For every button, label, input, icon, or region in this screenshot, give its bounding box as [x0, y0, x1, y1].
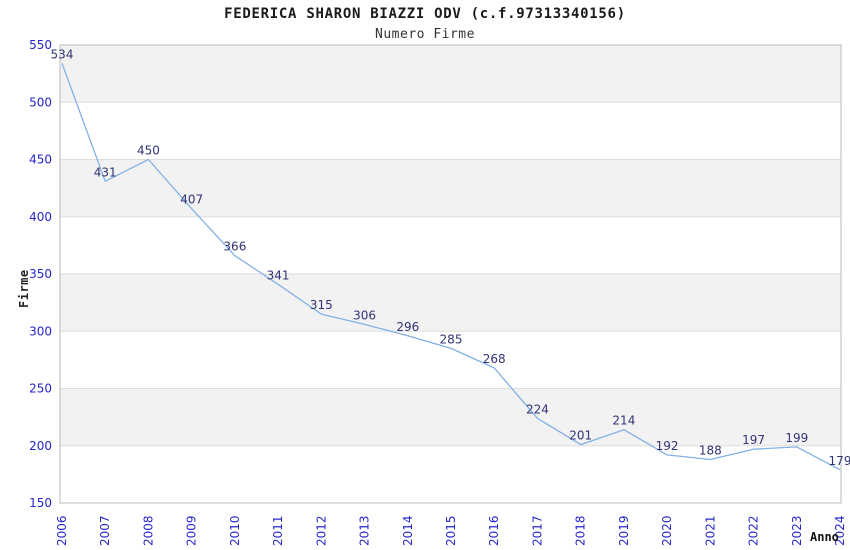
chart-title: FEDERICA SHARON BIAZZI ODV (c.f.97313340… — [224, 6, 626, 22]
x-tick-label: 2006 — [55, 515, 69, 546]
data-label: 224 — [526, 402, 549, 416]
data-label: 199 — [785, 431, 808, 445]
x-tick-label: 2012 — [314, 515, 328, 546]
data-label: 201 — [569, 429, 592, 443]
x-tick-label: 2018 — [574, 515, 588, 546]
data-label: 192 — [656, 439, 679, 453]
data-label: 179 — [829, 454, 850, 468]
chart-subtitle: Numero Firme — [375, 27, 475, 42]
y-tick-label: 250 — [29, 382, 52, 396]
data-label: 450 — [137, 144, 160, 158]
x-tick-label: 2010 — [228, 515, 242, 546]
x-tick-label: 2014 — [401, 515, 415, 546]
plot-band — [60, 159, 841, 217]
y-tick-label: 400 — [29, 210, 52, 224]
data-label: 431 — [94, 165, 117, 179]
data-label: 188 — [699, 443, 722, 457]
data-label: 296 — [396, 320, 419, 334]
series-line — [61, 63, 841, 471]
x-tick-label: 2015 — [444, 515, 458, 546]
data-label: 366 — [223, 240, 246, 254]
data-label: 534 — [51, 47, 74, 61]
x-tick-label: 2007 — [98, 515, 112, 546]
x-axis-title: Anno — [810, 530, 839, 544]
y-tick-label: 550 — [29, 38, 52, 52]
y-tick-label: 500 — [29, 95, 52, 109]
y-tick-label: 350 — [29, 267, 52, 281]
x-tick-label: 2022 — [747, 515, 761, 546]
x-tick-label: 2023 — [790, 515, 804, 546]
x-tick-label: 2013 — [358, 515, 372, 546]
y-tick-label: 200 — [29, 439, 52, 453]
x-tick-label: 2011 — [271, 515, 285, 546]
data-label: 197 — [742, 433, 765, 447]
y-tick-label: 150 — [29, 496, 52, 510]
data-label: 268 — [483, 352, 506, 366]
y-tick-label: 300 — [29, 324, 52, 338]
x-tick-label: 2009 — [185, 515, 199, 546]
data-label: 285 — [440, 332, 463, 346]
plot-band — [60, 388, 841, 446]
data-label: 315 — [310, 298, 333, 312]
data-label: 407 — [180, 193, 203, 207]
x-tick-label: 2024 — [833, 515, 847, 546]
x-tick-label: 2017 — [530, 515, 544, 546]
x-tick-label: 2016 — [487, 515, 501, 546]
plot-frame — [59, 44, 842, 504]
plot-band — [60, 45, 841, 103]
data-label: 341 — [267, 268, 290, 282]
x-tick-label: 2021 — [703, 515, 717, 546]
data-label: 306 — [353, 308, 376, 322]
plot-band — [60, 274, 841, 332]
x-tick-label: 2019 — [617, 515, 631, 546]
x-tick-label: 2008 — [141, 515, 155, 546]
data-label: 214 — [612, 414, 635, 428]
x-tick-label: 2020 — [660, 515, 674, 546]
y-tick-label: 450 — [29, 153, 52, 167]
